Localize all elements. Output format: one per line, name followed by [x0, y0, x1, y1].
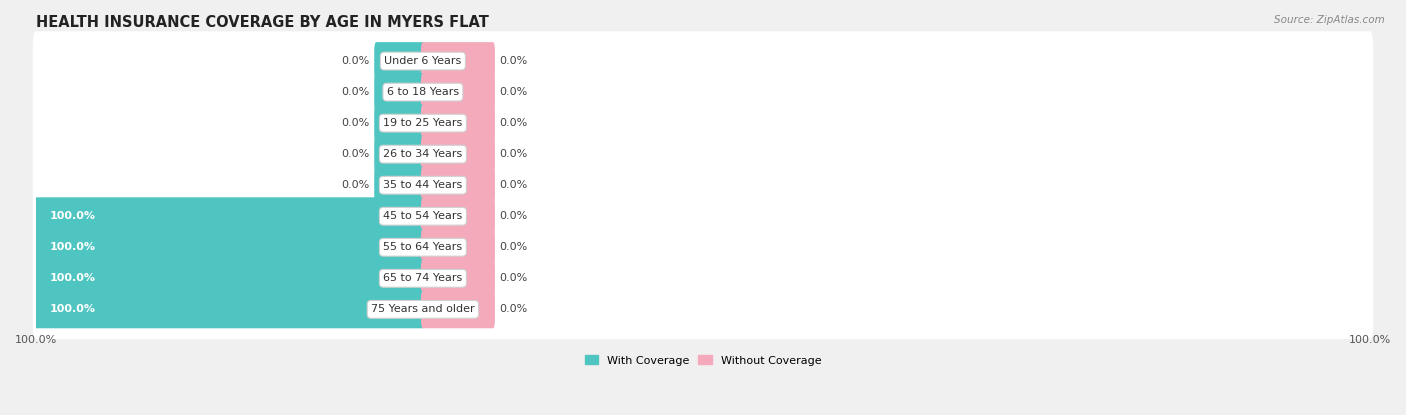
FancyBboxPatch shape [420, 197, 495, 235]
Text: 75 Years and older: 75 Years and older [371, 304, 475, 314]
FancyBboxPatch shape [420, 259, 495, 297]
Text: 55 to 64 Years: 55 to 64 Years [384, 242, 463, 252]
Text: 26 to 34 Years: 26 to 34 Years [384, 149, 463, 159]
Text: 100.0%: 100.0% [49, 211, 96, 221]
FancyBboxPatch shape [420, 104, 495, 142]
FancyBboxPatch shape [374, 73, 425, 111]
Text: 19 to 25 Years: 19 to 25 Years [384, 118, 463, 128]
FancyBboxPatch shape [32, 249, 1374, 308]
FancyBboxPatch shape [32, 93, 1374, 153]
Text: 35 to 44 Years: 35 to 44 Years [384, 180, 463, 190]
Text: 0.0%: 0.0% [342, 118, 370, 128]
FancyBboxPatch shape [374, 135, 425, 173]
FancyBboxPatch shape [420, 228, 495, 266]
FancyBboxPatch shape [32, 124, 1374, 184]
Text: 0.0%: 0.0% [342, 180, 370, 190]
FancyBboxPatch shape [32, 186, 1374, 246]
Text: Source: ZipAtlas.com: Source: ZipAtlas.com [1274, 15, 1385, 24]
FancyBboxPatch shape [32, 62, 1374, 122]
FancyBboxPatch shape [420, 135, 495, 173]
Text: 0.0%: 0.0% [499, 118, 527, 128]
Text: 0.0%: 0.0% [342, 56, 370, 66]
Text: 45 to 54 Years: 45 to 54 Years [384, 211, 463, 221]
FancyBboxPatch shape [32, 217, 1374, 277]
FancyBboxPatch shape [374, 104, 425, 142]
Text: 0.0%: 0.0% [499, 273, 527, 283]
Text: HEALTH INSURANCE COVERAGE BY AGE IN MYERS FLAT: HEALTH INSURANCE COVERAGE BY AGE IN MYER… [37, 15, 489, 30]
Text: 0.0%: 0.0% [499, 56, 527, 66]
Text: 100.0%: 100.0% [49, 242, 96, 252]
FancyBboxPatch shape [34, 259, 425, 297]
FancyBboxPatch shape [32, 31, 1374, 91]
Text: 100.0%: 100.0% [49, 273, 96, 283]
Legend: With Coverage, Without Coverage: With Coverage, Without Coverage [581, 351, 825, 370]
FancyBboxPatch shape [34, 290, 425, 328]
FancyBboxPatch shape [374, 166, 425, 204]
Text: 0.0%: 0.0% [499, 304, 527, 314]
Text: 65 to 74 Years: 65 to 74 Years [384, 273, 463, 283]
FancyBboxPatch shape [420, 42, 495, 80]
FancyBboxPatch shape [34, 197, 425, 235]
Text: 0.0%: 0.0% [499, 180, 527, 190]
Text: 0.0%: 0.0% [499, 242, 527, 252]
FancyBboxPatch shape [32, 155, 1374, 215]
Text: 100.0%: 100.0% [49, 304, 96, 314]
Text: 0.0%: 0.0% [342, 87, 370, 97]
FancyBboxPatch shape [32, 280, 1374, 339]
FancyBboxPatch shape [374, 42, 425, 80]
Text: Under 6 Years: Under 6 Years [384, 56, 461, 66]
Text: 6 to 18 Years: 6 to 18 Years [387, 87, 458, 97]
Text: 0.0%: 0.0% [499, 87, 527, 97]
Text: 0.0%: 0.0% [342, 149, 370, 159]
FancyBboxPatch shape [34, 228, 425, 266]
FancyBboxPatch shape [420, 166, 495, 204]
FancyBboxPatch shape [420, 73, 495, 111]
FancyBboxPatch shape [420, 290, 495, 328]
Text: 0.0%: 0.0% [499, 149, 527, 159]
Text: 0.0%: 0.0% [499, 211, 527, 221]
